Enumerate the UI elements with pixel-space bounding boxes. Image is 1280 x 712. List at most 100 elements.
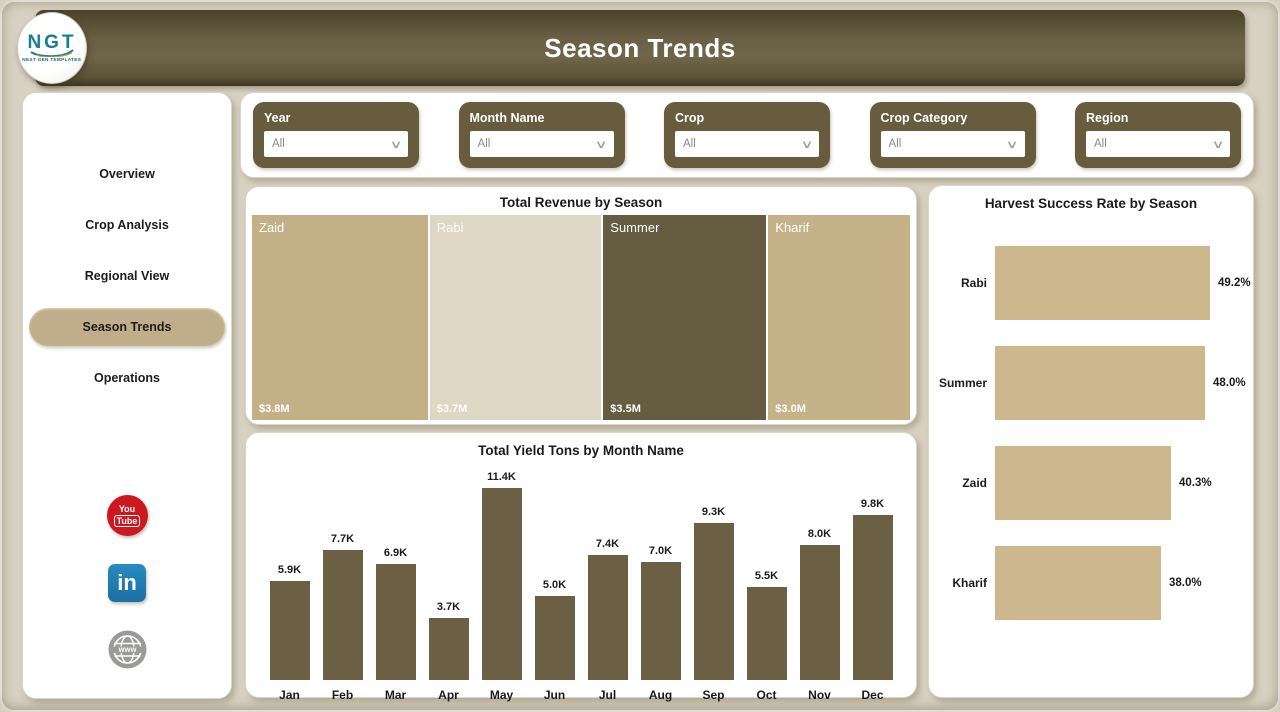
hbar-category-label: Summer: [938, 376, 987, 390]
hbar-value-label: 40.3%: [1179, 477, 1212, 489]
treemap-tile-zaid[interactable]: Zaid $3.8M: [252, 215, 428, 420]
sidebar: Overview Crop Analysis Regional View Season…: [22, 92, 232, 699]
sidebar-item-label: Crop Analysis: [85, 218, 169, 232]
bar-chart-plot: 5.9K Jan 7.7K Feb 6.9K Mar 3.7K Apr 11.4K May 5.0K…: [246, 462, 916, 702]
bar-aug[interactable]: [640, 562, 681, 680]
treemap-tile-kharif[interactable]: Kharif $3.0M: [768, 215, 910, 420]
bar-sep[interactable]: [693, 523, 734, 680]
bar-may[interactable]: [481, 488, 522, 680]
bar-value-label: 11.4K: [487, 471, 516, 483]
hbar-value-label: 38.0%: [1169, 577, 1202, 589]
hbar-chart-rows: Rabi 49.2% Summer 48.0% Zaid 40.3% Kharif 38.0%: [929, 233, 1253, 633]
bar-column-jan: 5.9K Jan: [263, 462, 316, 702]
bar-dec[interactable]: [852, 515, 893, 680]
hbar-rabi[interactable]: [995, 246, 1210, 320]
hbar-summer[interactable]: [995, 346, 1205, 420]
hbar-category-label: Rabi: [960, 276, 987, 290]
sidebar-socials: You Tube in WWW: [23, 495, 231, 670]
bar-column-jun: 5.0K Jun: [528, 462, 581, 702]
logo-subtext: NEXT GEN TEMPLATES: [22, 57, 82, 62]
bar-stack: 11.4K: [481, 462, 522, 680]
filter-label-crop: Crop: [675, 111, 705, 125]
filter-dropdown-year[interactable]: All ∨: [264, 131, 408, 157]
treemap-tile-rabi[interactable]: Rabi $3.7M: [429, 215, 602, 420]
bar-category-label: May: [489, 688, 514, 702]
hbar-zaid[interactable]: [995, 446, 1171, 520]
bar-stack: 9.8K: [852, 462, 893, 680]
bar-column-feb: 7.7K Feb: [316, 462, 369, 702]
bar-stack: 8.0K: [799, 462, 840, 680]
chevron-down-icon: ∨: [800, 138, 814, 151]
bar-stack: 7.0K: [640, 462, 681, 680]
bar-nov[interactable]: [799, 545, 840, 680]
bar-stack: 7.7K: [322, 462, 363, 680]
treemap-tiles: Zaid $3.8M Rabi $3.7M Summer $3.5M Kharif $3.0M: [252, 215, 910, 420]
sidebar-item-label: Season Trends: [82, 320, 172, 334]
treemap-tile-value: $3.5M: [610, 403, 641, 415]
treemap-title: Total Revenue by Season: [499, 195, 663, 210]
linkedin-icon[interactable]: in: [107, 562, 148, 603]
filter-crop-category: Crop Category All ∨: [869, 102, 1036, 168]
website-globe-icon[interactable]: WWW: [107, 629, 148, 670]
bar-jan[interactable]: [269, 581, 310, 680]
hbar-category-label: Zaid: [962, 476, 987, 490]
bar-value-label: 6.9K: [383, 547, 408, 559]
filter-dropdown-region[interactable]: All ∨: [1086, 131, 1230, 157]
bar-stack: 5.9K: [269, 462, 310, 680]
bar-category-label: Dec: [861, 688, 884, 702]
sidebar-item-season-trends[interactable]: Season Trends: [29, 308, 225, 346]
bar-chart-panel: Total Yield Tons by Month Name 5.9K Jan 7.…: [245, 432, 917, 702]
bar-jun[interactable]: [534, 596, 575, 680]
treemap-tile-value: $3.8M: [259, 403, 290, 415]
filter-bar: Year All ∨ Month Name All ∨ Crop All ∨ Crop Categ…: [240, 92, 1254, 178]
bar-column-apr: 3.7K Apr: [422, 462, 475, 702]
bar-feb[interactable]: [322, 550, 363, 680]
filter-dropdown-crop[interactable]: All ∨: [675, 131, 819, 157]
hbar-value-label: 48.0%: [1213, 377, 1246, 389]
filter-dropdown-month-name[interactable]: All ∨: [469, 131, 614, 157]
bar-value-label: 7.4K: [595, 538, 620, 550]
treemap-tile-label: Summer: [610, 220, 660, 235]
youtube-icon[interactable]: You Tube: [106, 495, 148, 536]
sidebar-item-regional-view[interactable]: Regional View: [29, 257, 225, 295]
bar-column-may: 11.4K May: [475, 462, 528, 702]
chevron-down-icon: ∨: [1006, 138, 1019, 151]
sidebar-item-crop-analysis[interactable]: Crop Analysis: [29, 206, 225, 244]
bar-stack: 6.9K: [375, 462, 416, 680]
filter-month-name: Month Name All ∨: [458, 102, 625, 168]
bar-oct[interactable]: [746, 587, 787, 680]
bar-category-label: Nov: [808, 688, 831, 702]
ngt-logo: NGT NEXT GEN TEMPLATES: [17, 12, 87, 84]
bar-category-label: Feb: [331, 688, 354, 702]
sidebar-item-overview[interactable]: Overview: [29, 155, 225, 193]
bar-category-label: Jun: [543, 688, 566, 702]
chevron-down-icon: ∨: [595, 138, 608, 151]
hbar-kharif[interactable]: [995, 546, 1161, 620]
hbar-row-zaid: Zaid 40.3%: [929, 433, 1253, 533]
filter-value-crop-category: All: [888, 138, 902, 150]
bar-stack: 9.3K: [693, 462, 734, 680]
sidebar-item-label: Overview: [99, 167, 155, 181]
filter-dropdown-crop-category[interactable]: All ∨: [880, 131, 1025, 157]
bar-column-aug: 7.0K Aug: [634, 462, 687, 702]
bar-mar[interactable]: [375, 564, 416, 680]
filter-value-crop: All: [683, 138, 696, 150]
bar-apr[interactable]: [428, 618, 469, 680]
bar-jul[interactable]: [587, 555, 628, 680]
filter-label-month-name: Month Name: [469, 111, 545, 125]
filter-value-year: All: [272, 138, 285, 150]
bar-column-mar: 6.9K Mar: [369, 462, 422, 702]
filter-crop: Crop All ∨: [664, 102, 830, 168]
bar-category-label: Aug: [648, 688, 673, 702]
sidebar-item-operations[interactable]: Operations: [29, 359, 225, 397]
treemap-panel: Total Revenue by Season Zaid $3.8M Rabi $3.…: [245, 186, 917, 425]
hbar-row-rabi: Rabi 49.2%: [929, 233, 1253, 333]
hbar-chart-title: Harvest Success Rate by Season: [984, 196, 1198, 211]
treemap-tile-summer[interactable]: Summer $3.5M: [603, 215, 767, 420]
bar-stack: 5.0K: [534, 462, 575, 680]
hbar-category-label: Kharif: [952, 576, 987, 590]
bar-value-label: 8.0K: [807, 528, 832, 540]
sidebar-item-label: Regional View: [84, 269, 170, 283]
bar-value-label: 9.3K: [701, 506, 726, 518]
chevron-down-icon: ∨: [389, 138, 403, 151]
